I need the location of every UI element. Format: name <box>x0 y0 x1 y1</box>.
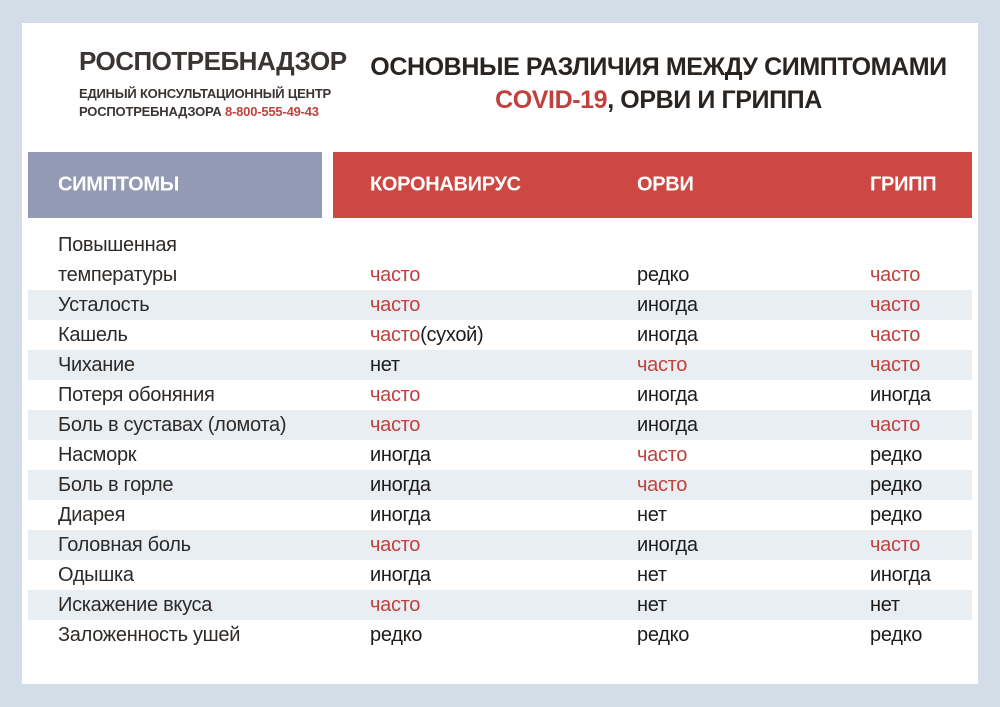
brand-subtitle: ЕДИНЫЙ КОНСУЛЬТАЦИОННЫЙ ЦЕНТР РОСПОТРЕБН… <box>79 85 349 121</box>
frequency-value-covid: часто <box>370 264 421 286</box>
frequency-value-covid: редко <box>370 624 423 646</box>
frequency-value-suffix: (сухой) <box>420 324 484 346</box>
table-row: Головная боль часто иногда часто <box>28 530 972 560</box>
table-row: Одышка иногда нет иногда <box>28 560 972 590</box>
frequency-value-flu: иногда <box>870 384 931 406</box>
frequency-value-flu: часто <box>870 354 921 376</box>
table-body: Повышенная температуры часто редко часто Уста… <box>28 228 972 650</box>
frequency-value-covid: иногда <box>370 564 431 586</box>
table-row: Искажение вкуса часто нет нет <box>28 590 972 620</box>
brand-logo: РОСПОТРЕБНАДЗОР <box>79 46 347 76</box>
symptom-label: Заложенность ушей <box>58 624 241 646</box>
brand-subtitle-line2: РОСПОТРЕБНАДЗОРА <box>79 103 222 119</box>
frequency-value-covid: иногда <box>370 444 431 466</box>
frequency-value-flu: редко <box>870 444 923 466</box>
table-row: Насморк иногда часто редко <box>28 440 972 470</box>
frequency-value-orvi: иногда <box>637 414 698 436</box>
frequency-value-flu: часто <box>870 534 921 556</box>
symptom-label: Искажение вкуса <box>58 594 213 616</box>
symptom-label: Головная боль <box>58 534 191 556</box>
page-title: ОСНОВНЫЕ РАЗЛИЧИЯ МЕЖДУ СИМПТОМАМИ COVID… <box>349 47 968 149</box>
frequency-value-orvi: нет <box>637 504 667 526</box>
frequency-value-orvi: нет <box>637 594 667 616</box>
table-row: Заложенность ушей редко редко редко <box>28 620 972 650</box>
frequency-value-flu: часто <box>870 414 921 436</box>
frequency-value-covid: часто <box>370 594 421 616</box>
symptom-label: Чихание <box>58 354 135 376</box>
table-row: Боль в суставах (ломота) часто иногда часто <box>28 410 972 440</box>
frequency-value-flu: редко <box>870 624 923 646</box>
frequency-value-flu: нет <box>870 594 900 616</box>
frequency-value-orvi: нет <box>637 564 667 586</box>
table-row: Усталость часто иногда часто <box>28 290 972 320</box>
poster-card: РОСПОТРЕБНАДЗОР ЕДИНЫЙ КОНСУЛЬТАЦИОННЫЙ … <box>22 23 978 684</box>
frequency-value-covid: часто(сухой) <box>370 324 484 346</box>
brand-block: РОСПОТРЕБНАДЗОР ЕДИНЫЙ КОНСУЛЬТАЦИОННЫЙ … <box>79 47 349 149</box>
table-row: Повышенная температуры часто редко часто <box>28 228 972 290</box>
header-cell-symptoms: СИМПТОМЫ <box>28 152 322 218</box>
poster-header: РОСПОТРЕБНАДЗОР ЕДИНЫЙ КОНСУЛЬТАЦИОННЫЙ … <box>22 23 978 149</box>
frequency-value-covid: часто <box>370 294 421 316</box>
hotline-phone-number: 8-800-555-49-43 <box>224 103 319 119</box>
frequency-value-covid: часто <box>370 534 421 556</box>
frequency-value-orvi: иногда <box>637 384 698 406</box>
header-label-flu: ГРИПП <box>870 173 937 196</box>
symptom-label: Повышенная температуры <box>58 234 177 286</box>
symptom-label: Потеря обоняния <box>58 384 215 406</box>
page-title-line1: ОСНОВНЫЕ РАЗЛИЧИЯ МЕЖДУ СИМПТОМАМИ <box>370 53 947 81</box>
frequency-value-orvi: иногда <box>637 324 698 346</box>
frequency-value-flu: часто <box>870 264 921 286</box>
page-title-covid: COVID-19 <box>495 86 608 115</box>
frequency-value-flu: редко <box>870 474 923 496</box>
frequency-value-flu: иногда <box>870 564 931 586</box>
symptom-label: Кашель <box>58 324 128 346</box>
brand-subtitle-line1: ЕДИНЫЙ КОНСУЛЬТАЦИОННЫЙ ЦЕНТР <box>79 85 332 101</box>
frequency-value-covid: часто <box>370 414 421 436</box>
table-row: Боль в горле иногда часто редко <box>28 470 972 500</box>
frequency-value-covid: часто <box>370 384 421 406</box>
frequency-value-orvi: часто <box>637 354 688 376</box>
frequency-value-orvi: часто <box>637 474 688 496</box>
frequency-value-covid: иногда <box>370 504 431 526</box>
symptom-label: Насморк <box>58 444 137 466</box>
frequency-value-orvi: иногда <box>637 534 698 556</box>
frequency-value-covid: нет <box>370 354 400 376</box>
symptom-label: Диарея <box>58 504 126 526</box>
frequency-value-orvi: редко <box>637 264 690 286</box>
symptom-label: Боль в суставах (ломота) <box>58 414 287 436</box>
frequency-value-flu: часто <box>870 294 921 316</box>
header-label-orvi: ОРВИ <box>637 173 694 196</box>
header-cell-diseases: КОРОНАВИРУС ОРВИ ГРИПП <box>333 152 972 218</box>
symptom-label: Боль в горле <box>58 474 174 496</box>
header-label-coronavirus: КОРОНАВИРУС <box>370 173 521 196</box>
frequency-value-orvi: иногда <box>637 294 698 316</box>
table-row: Диарея иногда нет редко <box>28 500 972 530</box>
frequency-value-flu: редко <box>870 504 923 526</box>
page-title-line2-rest: , ОРВИ И ГРИППА <box>607 86 822 115</box>
header-label-symptoms: СИМПТОМЫ <box>58 173 179 196</box>
table-header-band: СИМПТОМЫ КОРОНАВИРУС ОРВИ ГРИПП <box>28 152 972 218</box>
table-row: Потеря обоняния часто иногда иногда <box>28 380 972 410</box>
table-row: Кашель часто(сухой) иногда часто <box>28 320 972 350</box>
frequency-value-orvi: часто <box>637 444 688 466</box>
symptom-label: Одышка <box>58 564 134 586</box>
frequency-value-covid: иногда <box>370 474 431 496</box>
symptom-label: Усталость <box>58 294 150 316</box>
table-row: Чихание нет часто часто <box>28 350 972 380</box>
frequency-value-orvi: редко <box>637 624 690 646</box>
frequency-value-flu: часто <box>870 324 921 346</box>
